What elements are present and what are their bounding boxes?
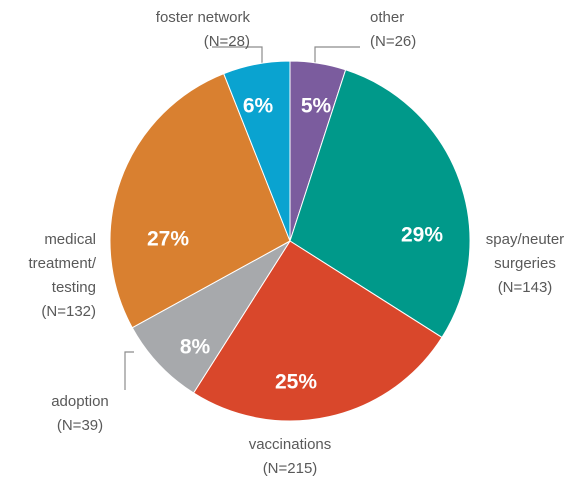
pie-slice [131, 240, 291, 394]
leader-line [314, 46, 360, 68]
leader-line [212, 46, 263, 68]
leader-line [124, 351, 134, 390]
pie-slice [289, 69, 471, 339]
count-label: (N=215) [262, 460, 318, 477]
category-label: medical treatment/ testing [28, 231, 96, 296]
category-label: adoption [51, 393, 109, 410]
count-label: (N=26) [370, 33, 417, 50]
pie-slice [192, 240, 443, 422]
category-label: foster network [155, 9, 250, 26]
value-label: 6% [243, 95, 274, 118]
pie-slice [109, 72, 291, 329]
count-label: (N=143) [497, 279, 553, 296]
category-label: spay/neuter surgeries [485, 231, 565, 272]
category-label: other [370, 9, 405, 26]
value-label: 29% [401, 224, 443, 247]
count-label: (N=39) [56, 417, 104, 434]
value-label: 27% [147, 228, 189, 251]
count-label: (N=132) [41, 303, 96, 320]
value-label: 25% [275, 371, 317, 394]
count-label: (N=28) [203, 33, 250, 50]
value-label: 5% [301, 95, 332, 118]
value-label: 8% [180, 336, 211, 359]
category-label: vaccinations [248, 436, 332, 453]
pie-slice [223, 60, 291, 242]
